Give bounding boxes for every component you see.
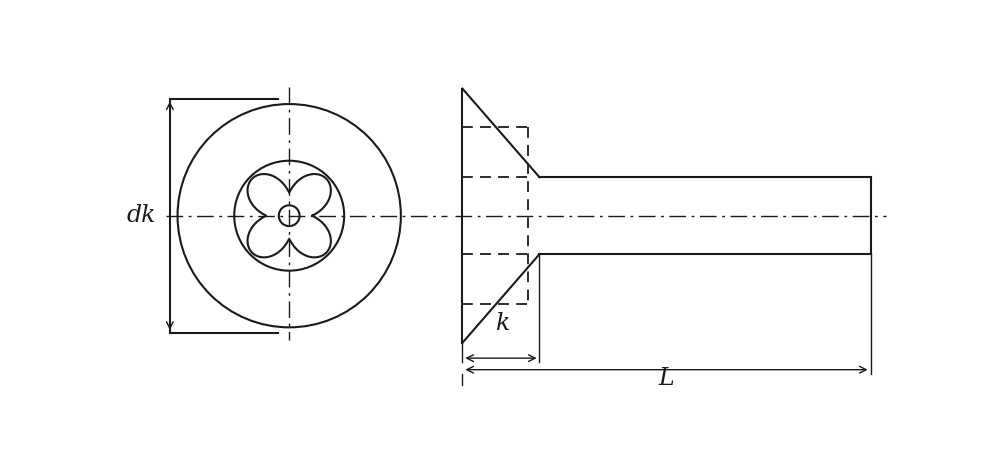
Text: dk: dk — [127, 204, 156, 227]
Text: k: k — [495, 312, 510, 335]
Text: L: L — [659, 368, 674, 391]
